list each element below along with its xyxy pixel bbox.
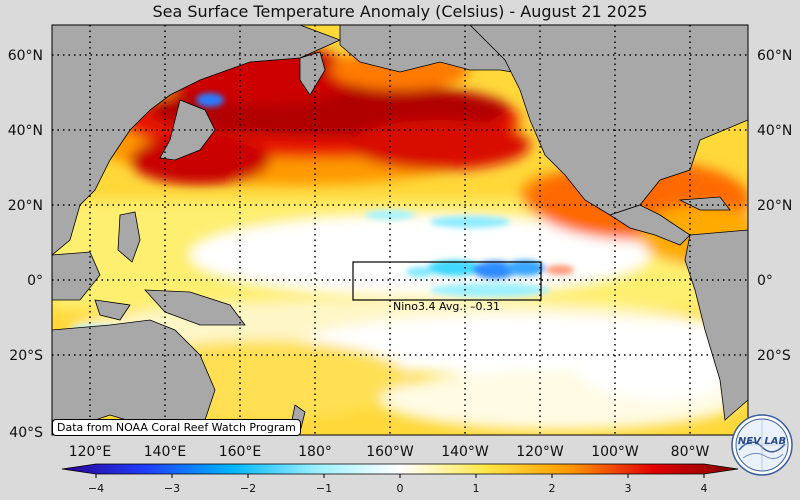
- colorbar-tick-label: −3: [164, 482, 180, 495]
- land: [52, 25, 748, 433]
- lat-label: 20°N: [8, 198, 43, 214]
- lon-label: 120°E: [69, 444, 112, 460]
- lat-label: 40°N: [8, 123, 43, 139]
- colorbar: [61, 463, 739, 475]
- colorbar-labels: −4 −3 −2 −1 0 1 2 3 4: [88, 482, 708, 495]
- lat-label: 20°S: [9, 348, 43, 364]
- lat-labels-right: 60°N 40°N 20°N 0° 20°S: [757, 48, 792, 364]
- lat-label: 60°N: [757, 48, 792, 64]
- colorbar-tick-label: 4: [701, 482, 708, 495]
- logo-text: NEV LAB: [738, 436, 786, 447]
- colorbar-tick-label: −1: [316, 482, 332, 495]
- lon-labels: 120°E 140°E 160°E 180° 160°W 140°W 120°W…: [69, 444, 710, 460]
- lat-label: 0°: [757, 273, 773, 289]
- graticule: [52, 25, 748, 435]
- lon-label: 140°W: [441, 444, 489, 460]
- nino34-label: Nino3.4 Avg.: –0.31: [393, 300, 501, 313]
- lon-label: 160°E: [219, 444, 262, 460]
- lat-label: 60°N: [8, 48, 43, 64]
- colorbar-tick-label: 1: [473, 482, 480, 495]
- lat-label: 40°S: [9, 425, 43, 441]
- lat-label: 20°S: [757, 348, 791, 364]
- cool-tongue: [70, 93, 574, 335]
- colorbar-tick-label: −4: [88, 482, 104, 495]
- lon-label: 100°W: [591, 444, 639, 460]
- lon-label: 80°W: [671, 444, 710, 460]
- nino34-box: [352, 261, 542, 301]
- nevlab-logo: NEV LAB: [731, 414, 793, 476]
- lat-label: 40°N: [757, 123, 792, 139]
- data-credit: Data from NOAA Coral Reef Watch Program: [52, 419, 301, 436]
- map-frame: [51, 24, 749, 436]
- lat-labels-left: 60°N 40°N 20°N 0° 20°S 40°S: [8, 48, 43, 441]
- lon-label: 180°: [298, 444, 332, 460]
- lat-label: 20°N: [757, 198, 792, 214]
- colorbar-tick-label: −2: [240, 482, 256, 495]
- colorbar-tick-label: 0: [397, 482, 404, 495]
- colorbar-tick-label: 3: [625, 482, 632, 495]
- lon-label: 140°E: [144, 444, 187, 460]
- colorbar-ticks: [95, 474, 705, 478]
- lon-label: 160°W: [366, 444, 414, 460]
- map-title: Sea Surface Temperature Anomaly (Celsius…: [152, 2, 648, 21]
- colorbar-tick-label: 2: [549, 482, 556, 495]
- lat-label: 0°: [27, 273, 43, 289]
- lon-label: 120°W: [516, 444, 564, 460]
